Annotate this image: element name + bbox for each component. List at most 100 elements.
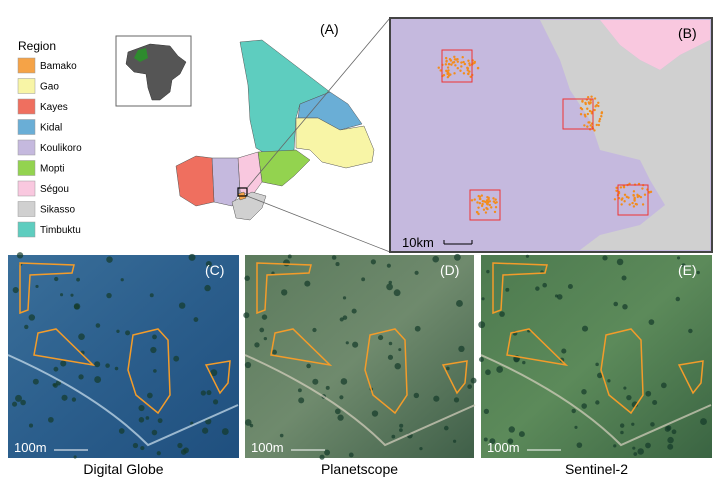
field-dot xyxy=(461,55,464,59)
tree xyxy=(496,366,503,373)
field-dot xyxy=(589,101,592,105)
tree xyxy=(458,345,465,353)
tree xyxy=(571,408,576,414)
tree xyxy=(60,360,67,367)
tree xyxy=(206,390,212,396)
tree xyxy=(342,296,347,300)
field-dot xyxy=(621,197,624,200)
legend-label: Timbuktu xyxy=(40,225,81,236)
legend-swatch xyxy=(17,180,36,197)
field-dot xyxy=(628,203,631,206)
field-dot xyxy=(597,101,600,105)
field-dot xyxy=(445,60,448,63)
tree xyxy=(652,400,658,406)
tree xyxy=(486,269,490,274)
panel-label: (E) xyxy=(678,262,697,278)
field-dot xyxy=(615,189,618,193)
field-outline xyxy=(33,328,96,367)
field-dot xyxy=(449,59,453,62)
tree xyxy=(432,255,440,263)
field-dot xyxy=(460,65,463,68)
legend-label: Kidal xyxy=(40,123,62,134)
tree xyxy=(386,283,393,291)
field-dot xyxy=(469,75,472,78)
tree xyxy=(342,315,348,320)
tree xyxy=(518,431,525,438)
tree xyxy=(394,362,401,370)
field-outline xyxy=(270,328,333,367)
tree xyxy=(61,394,68,401)
tree xyxy=(485,369,491,376)
tree xyxy=(94,376,102,383)
tree xyxy=(414,325,421,332)
field-dot xyxy=(467,72,470,75)
tree xyxy=(114,366,119,371)
tree xyxy=(621,275,627,281)
field-dot xyxy=(588,109,592,113)
tree xyxy=(94,361,101,368)
tree xyxy=(688,328,693,334)
field-dot xyxy=(473,198,476,201)
tree xyxy=(54,276,59,282)
field-outline xyxy=(256,262,312,315)
tree xyxy=(489,438,496,445)
tree xyxy=(35,284,39,289)
tree xyxy=(271,271,275,275)
field-dot xyxy=(636,193,639,197)
tree xyxy=(470,377,477,384)
field-dot xyxy=(579,113,583,116)
field-dot xyxy=(446,70,449,73)
road xyxy=(244,354,476,447)
tree xyxy=(505,287,510,292)
field-dot xyxy=(632,190,636,193)
field-dot xyxy=(586,125,589,128)
tree xyxy=(664,426,671,432)
tree xyxy=(620,430,624,435)
tree xyxy=(597,372,603,379)
legend-swatch xyxy=(17,119,36,135)
tree xyxy=(200,390,206,396)
field-dot xyxy=(479,197,482,201)
tree xyxy=(453,253,461,261)
tree xyxy=(419,446,423,451)
tree xyxy=(188,253,196,261)
caption: Digital Globe xyxy=(83,461,163,477)
field-dot xyxy=(581,100,584,103)
tree xyxy=(559,357,565,363)
tree xyxy=(261,314,268,320)
tree xyxy=(632,446,636,450)
tree xyxy=(581,389,587,395)
tree xyxy=(499,311,505,317)
field-dot xyxy=(493,210,497,214)
field-dot xyxy=(453,72,456,75)
field-dot xyxy=(619,186,623,189)
field-dot xyxy=(631,201,634,205)
tree xyxy=(145,416,150,420)
field-dot xyxy=(454,58,458,61)
tree xyxy=(387,354,394,360)
field-dot xyxy=(453,55,456,59)
legend: Bamako Gao Kayes Kidal Koulikoro Mopti Ségou Si… xyxy=(17,57,82,238)
tree xyxy=(340,378,348,385)
field-dot xyxy=(485,206,488,210)
tree xyxy=(157,418,163,424)
tree xyxy=(210,369,218,377)
field-dot xyxy=(494,198,497,201)
field-dot xyxy=(586,95,590,99)
legend-label: Mopti xyxy=(40,164,64,175)
field-dot xyxy=(492,200,496,203)
mali-map xyxy=(175,17,391,253)
tree xyxy=(304,280,311,287)
tree xyxy=(150,346,157,354)
field-dot xyxy=(450,63,453,66)
field-dot xyxy=(460,61,463,64)
legend-swatch xyxy=(17,221,36,238)
tree xyxy=(626,394,632,401)
tree xyxy=(24,324,29,330)
tree xyxy=(76,277,80,282)
tree xyxy=(443,425,449,431)
tree xyxy=(244,361,252,369)
tree xyxy=(446,366,450,371)
tree xyxy=(567,283,573,289)
tree xyxy=(138,404,145,412)
